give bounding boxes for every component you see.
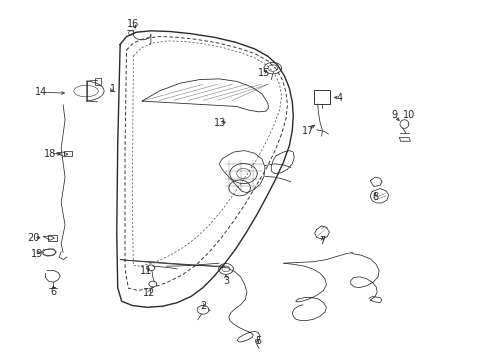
Bar xyxy=(94,77,101,85)
Text: 7: 7 xyxy=(319,236,325,246)
Text: 15: 15 xyxy=(257,68,270,78)
Text: 10: 10 xyxy=(403,111,415,121)
Text: 9: 9 xyxy=(391,111,397,121)
Text: 19: 19 xyxy=(31,248,43,258)
Text: 8: 8 xyxy=(371,192,378,202)
Bar xyxy=(313,90,330,104)
Text: 16: 16 xyxy=(127,19,139,29)
Text: 18: 18 xyxy=(44,149,57,159)
Text: 2: 2 xyxy=(200,301,206,311)
Text: 13: 13 xyxy=(214,118,226,128)
Text: 6: 6 xyxy=(50,287,56,297)
Text: 5: 5 xyxy=(255,336,261,346)
Bar xyxy=(48,235,57,241)
Bar xyxy=(64,151,72,156)
Text: 12: 12 xyxy=(143,288,155,298)
Text: 4: 4 xyxy=(336,93,342,103)
Text: 14: 14 xyxy=(35,87,47,97)
Text: 1: 1 xyxy=(110,84,116,94)
Text: 20: 20 xyxy=(28,233,40,243)
Text: 17: 17 xyxy=(301,126,313,135)
Text: 3: 3 xyxy=(223,276,228,286)
Text: 11: 11 xyxy=(140,266,152,276)
